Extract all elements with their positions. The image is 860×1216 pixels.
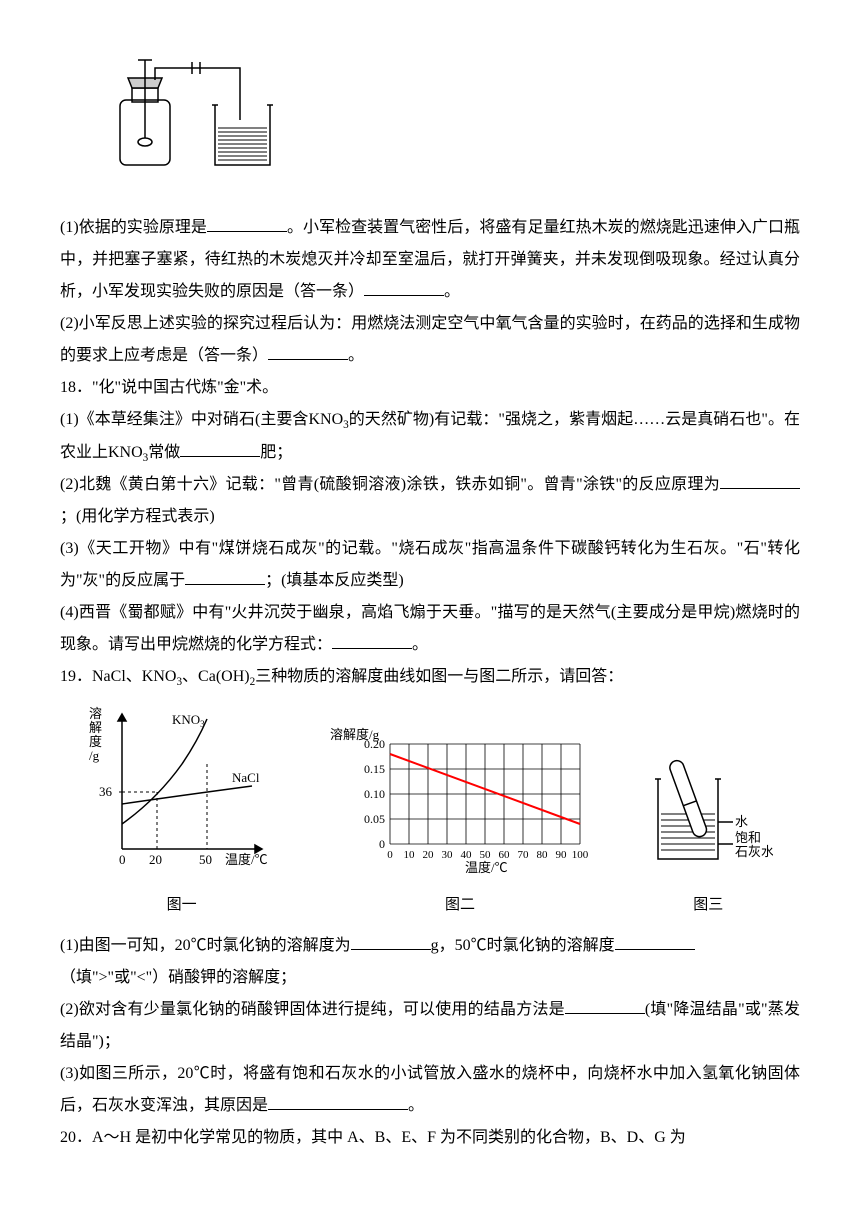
blank [565,997,645,1014]
chart2-xtick: 20 [422,849,434,861]
chart1: 溶 解 度 /g 36 NaCl [87,704,277,920]
text: (4)西晋《蜀都赋》中有"火井沉荧于幽泉，高焰飞煽于天垂。"描写的是天然气(主要… [60,604,800,653]
chart2-xtick: 100 [572,849,589,861]
chart2: 溶解度/g [330,724,590,920]
text: (2)小军反思上述实验的探究过程后认为：用燃烧法测定空气中氧气含量的实验时，在药… [60,315,800,364]
text: 19．NaCl、KNO [60,668,176,685]
chart1-xlabel: 温度/℃ [225,852,268,867]
blank [207,215,287,232]
chart3-label-water: 水 [735,814,748,829]
q19-intro: 19．NaCl、KNO3、Ca(OH)2三种物质的溶解度曲线如图一与图二所示，请… [60,661,800,694]
chart1-kno3-label: KNO3 [172,712,205,729]
chart3-caption: 图三 [643,890,773,920]
text: 。 [412,636,428,653]
blank [268,343,348,360]
blank [185,568,265,585]
chart2-ytick-3: 0.15 [364,762,385,776]
chart1-ylabel-1: 溶 [89,706,102,721]
text: （填">"或"<"）硝酸钾的溶解度； [60,969,296,986]
text: g，50℃时氯化钠的溶解度 [431,937,615,954]
text: 。 [444,283,460,300]
blank [351,933,431,950]
chart1-ylabel-2: 解 [89,720,102,735]
blank [720,472,800,489]
q18-part1: (1)《本草经集注》中对硝石(主要含KNO3的天然矿物)有记载："强烧之，紫青烟… [60,404,800,469]
apparatus-figure [100,50,800,192]
chart1-caption: 图一 [87,890,277,920]
chart1-xtick-1: 20 [149,852,162,867]
text: (2)欲对含有少量氯化钠的硝酸钾固体进行提纯，可以使用的结晶方法是 [60,1001,565,1018]
chart2-xtick: 10 [403,849,415,861]
text: (3)如图三所示，20℃时，将盛有饱和石灰水的小试管放入盛水的烧杯中，向烧杯水中… [60,1065,800,1114]
text: 常做 [148,444,180,461]
charts-row: 溶 解 度 /g 36 NaCl [60,704,800,920]
q18-part3: (3)《天工开物》中有"煤饼烧石成灰"的记载。"烧石成灰"指高温条件下碳酸钙转化… [60,533,800,597]
chart2-ytick-1: 0.05 [364,812,385,826]
chart2-ytick-2: 0.10 [364,787,385,801]
chart1-xtick-2: 50 [199,852,212,867]
q18-part2: (2)北魏《黄白第十六》记载："曾青(硫酸铜溶液)涂铁，铁赤如铜"。曾青"涂铁"… [60,469,800,533]
q17-part1: (1)依据的实验原理是。小军检查装置气密性后，将盛有足量红热木炭的燃烧匙迅速伸入… [60,212,800,308]
text: 肥； [260,444,292,461]
text: (1)由图一可知，20℃时氯化钠的溶解度为 [60,937,351,954]
text: 。 [348,347,364,364]
chart2-ytick-0: 0 [379,837,385,851]
chart1-xtick-0: 0 [119,852,126,867]
q19-part1: (1)由图一可知，20℃时氯化钠的溶解度为 g，50℃时氯化钠的溶解度 [60,930,800,962]
blank [268,1093,408,1110]
blank [332,632,412,649]
chart2-xtick: 70 [517,849,529,861]
text: (2)北魏《黄白第十六》记载："曾青(硫酸铜溶液)涂铁，铁赤如铜"。曾青"涂铁"… [60,476,720,493]
chart1-ylabel-3: 度 [89,734,102,749]
text: 。 [408,1097,424,1114]
chart2-xtick: 0 [387,849,393,861]
q18-part4: (4)西晋《蜀都赋》中有"火井沉荧于幽泉，高焰飞煽于天垂。"描写的是天然气(主要… [60,597,800,661]
q19-part2: (2)欲对含有少量氯化钠的硝酸钾固体进行提纯，可以使用的结晶方法是(填"降温结晶… [60,994,800,1058]
chart1-ytick: 36 [99,784,113,799]
text: (1)《本草经集注》中对硝石(主要含KNO [60,411,343,428]
text: (1)依据的实验原理是 [60,219,207,236]
text: 、Ca(OH) [182,668,250,685]
text: ；(填基本反应类型) [265,572,404,589]
chart2-xtick: 80 [536,849,548,861]
chart2-xlabel: 温度/℃ [465,860,508,874]
chart3-label-lime-2: 石灰水 [735,844,773,859]
chart2-xtick: 90 [555,849,567,861]
chart2-xtick: 30 [441,849,453,861]
text: ；(用化学方程式表示) [60,508,215,525]
text: (3)《天工开物》中有"煤饼烧石成灰"的记载。"烧石成灰"指高温条件下碳酸钙转化… [60,540,800,589]
q20-text: 20．A～H 是初中化学常见的物质，其中 A、B、E、F 为不同类别的化合物，B… [60,1122,800,1154]
q18-title: 18．"化"说中国古代炼"金"术。 [60,372,800,404]
chart2-caption: 图二 [330,890,590,920]
q17-part2: (2)小军反思上述实验的探究过程后认为：用燃烧法测定空气中氧气含量的实验时，在药… [60,308,800,372]
q19-part1b: （填">"或"<"）硝酸钾的溶解度； [60,962,800,994]
chart2-ytick-4: 0.20 [364,737,385,751]
chart1-ylabel-4: /g [89,748,100,763]
chart3: 水 饱和 石灰水 图三 [643,744,773,920]
chart1-nacl-label: NaCl [232,770,260,785]
blank [180,440,260,457]
chart3-label-lime-1: 饱和 [735,830,761,845]
blank [364,279,444,296]
text: 三种物质的溶解度曲线如图一与图二所示，请回答： [255,668,623,685]
q19-part3: (3)如图三所示，20℃时，将盛有饱和石灰水的小试管放入盛水的烧杯中，向烧杯水中… [60,1058,800,1122]
blank [615,933,695,950]
